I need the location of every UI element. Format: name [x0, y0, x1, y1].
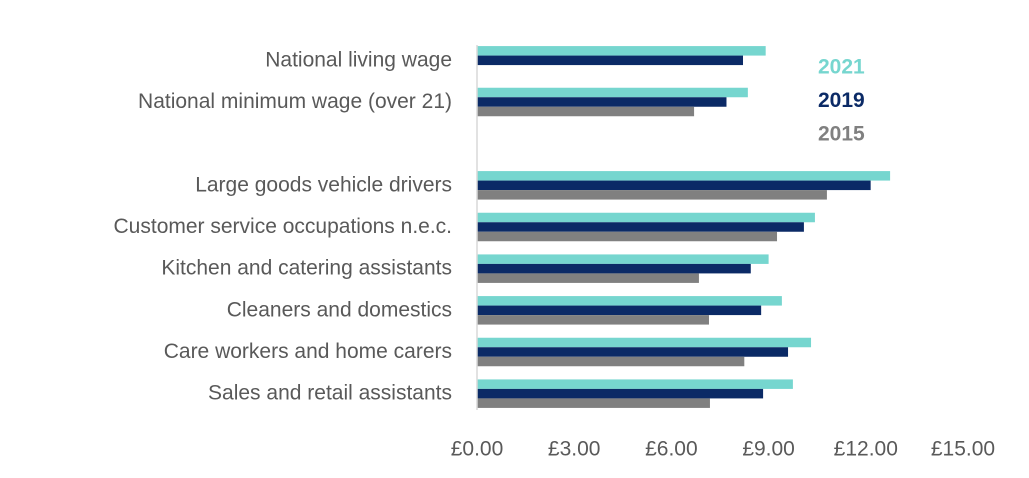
category-label: Cleaners and domestics — [227, 298, 452, 321]
bar — [477, 87, 748, 98]
bar — [477, 398, 710, 408]
bar — [477, 254, 769, 264]
bar — [477, 212, 815, 223]
bar — [477, 97, 727, 107]
category-label: National living wage — [265, 48, 452, 71]
bar — [477, 190, 827, 200]
bar — [477, 171, 891, 181]
bar — [477, 337, 812, 348]
x-tick-label: £6.00 — [645, 438, 698, 461]
category-label: National minimum wage (over 21) — [138, 90, 452, 113]
bar — [477, 388, 764, 399]
bar — [477, 55, 744, 66]
bar — [477, 305, 762, 316]
legend-entry: 2019 — [818, 89, 865, 112]
bar — [477, 106, 695, 117]
bar — [477, 180, 871, 191]
category-label: Care workers and home carers — [164, 340, 452, 363]
legend-entry: 2015 — [818, 123, 865, 146]
bar — [477, 46, 766, 56]
x-tick-label: £9.00 — [742, 438, 795, 461]
bar — [477, 379, 793, 389]
bar — [477, 315, 709, 325]
bar — [477, 296, 782, 306]
x-tick-label: £0.00 — [451, 438, 504, 461]
bar — [477, 222, 804, 232]
x-tick-label: £12.00 — [834, 438, 898, 461]
bar — [477, 231, 778, 242]
bar — [477, 273, 699, 283]
x-tick-label: £3.00 — [548, 438, 601, 461]
category-label: Sales and retail assistants — [208, 382, 452, 405]
bar — [477, 347, 789, 357]
bar — [477, 263, 751, 274]
category-label: Large goods vehicle drivers — [195, 173, 452, 196]
bar — [477, 356, 745, 367]
category-label: Customer service occupations n.e.c. — [114, 215, 452, 238]
x-tick-label: £15.00 — [931, 438, 995, 461]
category-label: Kitchen and catering assistants — [161, 257, 452, 280]
legend-entry: 2021 — [818, 56, 865, 79]
